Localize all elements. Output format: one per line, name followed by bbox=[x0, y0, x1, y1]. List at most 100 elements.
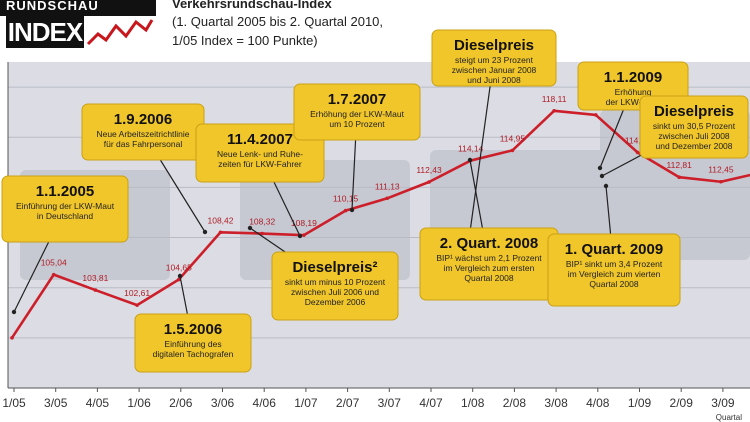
data-point bbox=[385, 196, 390, 201]
data-point bbox=[302, 233, 306, 237]
callout-text-line: für das Fahrpersonal bbox=[104, 139, 183, 149]
callout-text-line: BIP¹ sinkt um 3,4 Prozent bbox=[566, 259, 663, 269]
x-tick-label: 3/08 bbox=[544, 396, 568, 410]
data-label: 104,65 bbox=[166, 263, 192, 273]
callout-title: 2. Quart. 2008 bbox=[440, 235, 538, 252]
x-tick-label: 4/05 bbox=[86, 396, 110, 410]
callout-text-line: Neue Arbeitszeitrichtlinie bbox=[96, 129, 189, 139]
data-point bbox=[552, 108, 556, 113]
callout-pointer-dot bbox=[597, 165, 603, 171]
callout-text-line: im Vergleich zum ersten bbox=[444, 263, 535, 273]
callout-pointer-dot bbox=[247, 225, 253, 231]
callout-text-line: zeiten für LKW-Fahrer bbox=[218, 159, 302, 169]
logo-index-text: INDEX bbox=[6, 16, 84, 48]
data-label: 114,14 bbox=[458, 144, 484, 154]
callout-pointer-dot bbox=[202, 229, 208, 235]
x-tick-label: 1/07 bbox=[294, 396, 318, 410]
data-label: 103,81 bbox=[82, 273, 108, 283]
data-label: 114,79 bbox=[625, 135, 651, 145]
callout-box bbox=[1, 175, 129, 243]
chart-subtitle-line2: 1/05 Index = 100 Punkte) bbox=[172, 33, 318, 48]
logo-zigzag-icon bbox=[86, 19, 154, 46]
rundschau-index-logo: RUNDSCHAU INDEX bbox=[0, 0, 156, 52]
x-tick-label: 2/09 bbox=[670, 396, 694, 410]
callout-text-line: Erhöhung der LKW-Maut bbox=[310, 109, 405, 119]
callout-title: 1.1.2005 bbox=[36, 183, 94, 200]
data-point bbox=[10, 336, 14, 340]
callout-text-line: Dezember 2006 bbox=[305, 297, 366, 307]
callout-title: 1.5.2006 bbox=[164, 321, 222, 338]
callout-text-line: der LKW-Maut bbox=[606, 97, 661, 107]
x-tick-label: 2/07 bbox=[336, 396, 360, 410]
data-point bbox=[677, 175, 681, 180]
callout-title: Dieselpreis bbox=[654, 103, 734, 120]
callout-pointer-dot bbox=[297, 233, 303, 239]
x-tick-label: 1/08 bbox=[461, 396, 485, 410]
callout-title: 1.9.2006 bbox=[114, 111, 172, 128]
x-tick-label: 3/09 bbox=[711, 396, 735, 410]
callout-title: 1.1.2009 bbox=[604, 69, 662, 86]
callout-pointer bbox=[469, 57, 495, 233]
x-tick-label: 1/05 bbox=[2, 396, 26, 410]
callout-pointer-dot bbox=[603, 183, 609, 189]
callout-text-line: zwischen Juli 2006 und bbox=[291, 287, 379, 297]
data-point bbox=[177, 277, 181, 282]
data-label: 108,19 bbox=[291, 218, 317, 228]
callout-title: Dieselpreis bbox=[454, 37, 534, 54]
data-point bbox=[510, 148, 515, 153]
callout-text-line: in Deutschland bbox=[37, 211, 94, 221]
data-point bbox=[51, 272, 56, 277]
data-label: 102,61 bbox=[124, 288, 150, 298]
callout-text-line: und Dezember 2008 bbox=[655, 141, 732, 151]
callout-text-line: Neue Lenk- und Ruhe- bbox=[217, 149, 303, 159]
data-point bbox=[343, 208, 348, 213]
logo-top-text: RUNDSCHAU bbox=[0, 0, 156, 16]
data-point bbox=[135, 303, 139, 307]
x-tick-label: 2/08 bbox=[503, 396, 527, 410]
x-tick-label: 1/06 bbox=[127, 396, 151, 410]
callout-box bbox=[293, 83, 421, 141]
x-tick-label: 3/07 bbox=[378, 396, 402, 410]
callout-text-line: Einführung des bbox=[164, 339, 221, 349]
data-point bbox=[260, 231, 265, 236]
callout-box bbox=[195, 123, 325, 183]
x-tick-label: 4/07 bbox=[419, 396, 443, 410]
callout-box bbox=[431, 29, 557, 87]
callout-box bbox=[271, 251, 399, 321]
callout-pointer-dot bbox=[177, 273, 183, 279]
data-label: 108,42 bbox=[208, 215, 234, 225]
callout-text-line: BIP¹ wächst um 2,1 Prozent bbox=[436, 253, 542, 263]
data-point bbox=[218, 230, 223, 235]
callout-box bbox=[547, 233, 681, 307]
data-point bbox=[594, 113, 598, 117]
data-label: 114,95 bbox=[500, 133, 526, 143]
callout-title: 11.4.2007 bbox=[227, 131, 293, 148]
data-label: 118,11 bbox=[542, 94, 567, 104]
callout-pointer-dot bbox=[11, 309, 17, 315]
x-tick-label: 4/08 bbox=[586, 396, 610, 410]
callout-title: Dieselpreis² bbox=[292, 259, 377, 276]
callout-text-line: Quartal 2008 bbox=[464, 273, 513, 283]
callout-pointer-dot bbox=[467, 157, 473, 163]
callout-title: 1. Quart. 2009 bbox=[565, 241, 663, 258]
data-label: 105,04 bbox=[41, 258, 67, 268]
callout-text-line: digitalen Tachografen bbox=[153, 349, 234, 359]
data-label: 108,32 bbox=[249, 217, 275, 227]
callout-text-line: steigt um 23 Prozent bbox=[455, 55, 534, 65]
x-tick-label: 3/05 bbox=[44, 396, 68, 410]
data-label: 112,81 bbox=[667, 160, 693, 170]
index-series-line bbox=[10, 109, 750, 339]
callout-text-line: zwischen Juli 2008 bbox=[658, 131, 730, 141]
callout-box bbox=[134, 313, 252, 373]
callout-text-line: im Vergleich zum vierten bbox=[568, 269, 661, 279]
callout-text-line: um 10 Prozent bbox=[329, 119, 385, 129]
callout-pointer-dot bbox=[599, 173, 605, 179]
data-label: 112,45 bbox=[708, 165, 734, 175]
data-point bbox=[427, 180, 431, 184]
